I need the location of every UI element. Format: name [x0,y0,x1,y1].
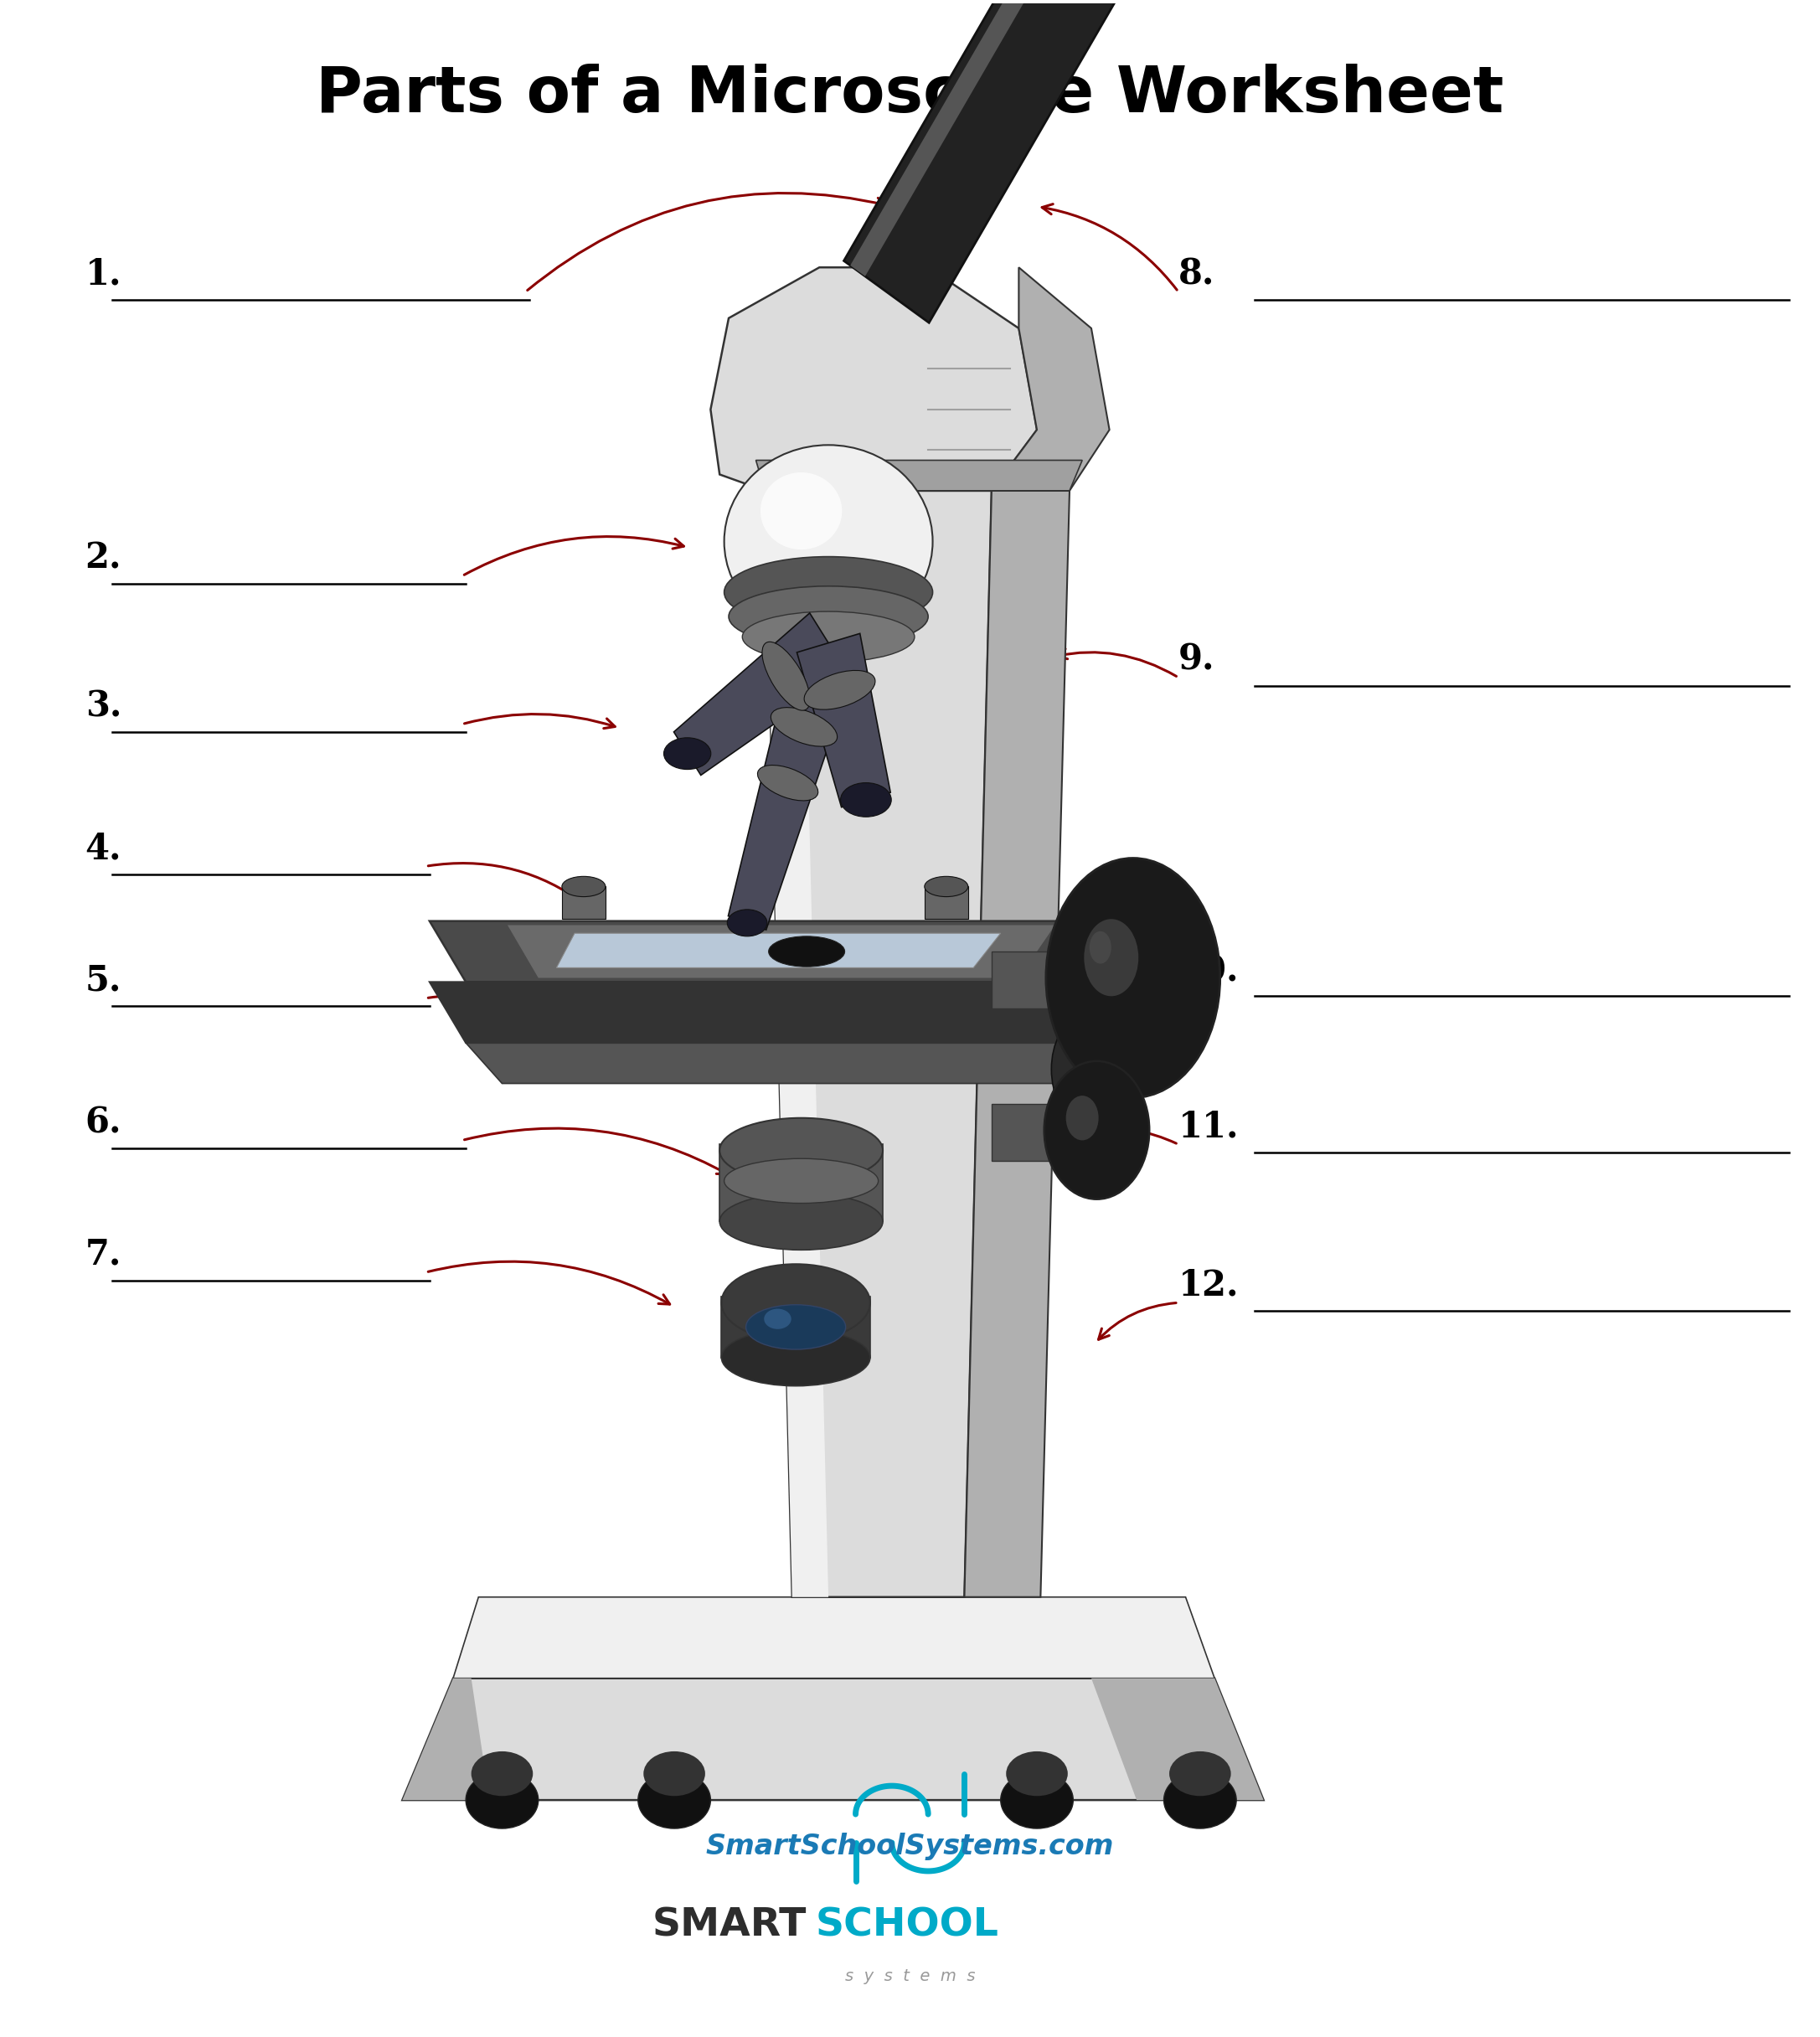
Ellipse shape [768,937,844,968]
Ellipse shape [1067,1096,1099,1141]
Ellipse shape [925,876,968,896]
Ellipse shape [1046,858,1219,1098]
Ellipse shape [764,1310,792,1328]
Ellipse shape [724,556,932,627]
Polygon shape [965,491,1070,1597]
Ellipse shape [664,737,712,770]
Bar [721,1298,870,1357]
Text: 4.: 4. [86,831,122,866]
Ellipse shape [1090,931,1112,964]
Ellipse shape [804,670,875,709]
Ellipse shape [466,1772,539,1829]
Text: 10.: 10. [1178,953,1239,988]
Polygon shape [466,1043,1110,1084]
Ellipse shape [746,1306,846,1348]
Ellipse shape [728,909,766,937]
Ellipse shape [639,1772,710,1829]
Text: SCHOOL: SCHOOL [815,1907,999,1945]
Polygon shape [430,921,1154,982]
Ellipse shape [644,1752,704,1797]
Polygon shape [430,982,1154,1043]
Ellipse shape [757,766,817,801]
Ellipse shape [471,1752,533,1797]
Ellipse shape [721,1328,870,1385]
Text: 5.: 5. [86,964,122,998]
Ellipse shape [728,587,928,648]
Text: 7.: 7. [86,1236,122,1273]
Ellipse shape [743,611,914,662]
Polygon shape [453,1597,1214,1678]
Ellipse shape [1168,1752,1230,1797]
Text: 1.: 1. [86,257,122,291]
Ellipse shape [562,876,606,896]
Text: 3.: 3. [86,689,122,723]
Polygon shape [844,0,1236,322]
Text: s  y  s  t  e  m  s: s y s t e m s [844,1968,976,1984]
Ellipse shape [841,782,892,817]
Ellipse shape [1163,1772,1236,1829]
Ellipse shape [724,1159,879,1204]
Bar [992,1104,1097,1161]
Polygon shape [764,491,992,1597]
Polygon shape [797,634,890,807]
Text: SMART: SMART [652,1907,806,1945]
Polygon shape [1092,1678,1263,1801]
Ellipse shape [721,1265,870,1340]
Ellipse shape [719,1118,883,1183]
Ellipse shape [763,642,810,711]
Bar [562,886,606,919]
Bar [719,1145,883,1222]
Ellipse shape [772,707,837,746]
Text: 12.: 12. [1178,1267,1239,1304]
Text: 11.: 11. [1178,1110,1239,1145]
Ellipse shape [761,473,843,550]
Polygon shape [764,491,828,1597]
Ellipse shape [719,1194,883,1251]
Bar [992,951,1123,1008]
Polygon shape [992,267,1110,491]
Polygon shape [850,0,1172,277]
Polygon shape [728,631,859,929]
Polygon shape [402,1678,1263,1801]
Ellipse shape [1001,1772,1074,1829]
Polygon shape [673,613,846,776]
Text: 9.: 9. [1178,642,1214,678]
Polygon shape [557,933,1001,968]
Bar [925,886,968,919]
Ellipse shape [724,444,932,638]
Text: 6.: 6. [86,1106,122,1141]
Polygon shape [508,925,1056,978]
Ellipse shape [1045,1061,1148,1200]
Text: SmartSchoolSystems.com: SmartSchoolSystems.com [706,1833,1114,1860]
Text: 8.: 8. [1178,257,1214,291]
Polygon shape [710,267,1037,491]
Polygon shape [402,1678,490,1801]
Ellipse shape [1085,919,1139,996]
Ellipse shape [1052,1021,1107,1118]
Polygon shape [755,460,1083,491]
Ellipse shape [1006,1752,1068,1797]
Text: 2.: 2. [86,540,122,576]
Text: Parts of a Microscope Worksheet: Parts of a Microscope Worksheet [317,63,1503,126]
